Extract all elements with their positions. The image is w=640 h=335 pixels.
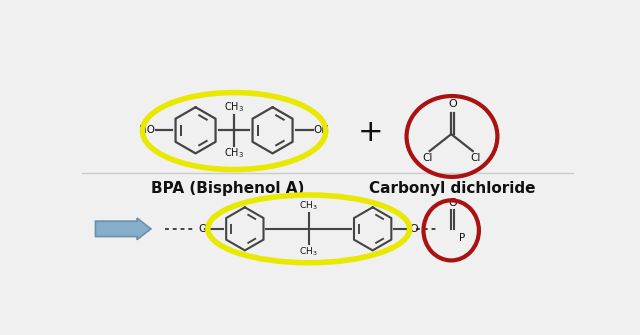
Text: +: + bbox=[358, 118, 383, 147]
Text: O: O bbox=[448, 99, 457, 110]
Text: P: P bbox=[459, 233, 465, 243]
Text: CH$_3$: CH$_3$ bbox=[300, 199, 318, 212]
Text: OH: OH bbox=[314, 125, 330, 135]
Text: CH$_3$: CH$_3$ bbox=[224, 146, 244, 160]
Text: HO: HO bbox=[139, 125, 155, 135]
Text: CH$_3$: CH$_3$ bbox=[224, 100, 244, 114]
Text: BPA (Bisphenol A): BPA (Bisphenol A) bbox=[151, 181, 305, 196]
Text: Cl: Cl bbox=[422, 153, 433, 162]
Text: Carbonyl dichloride: Carbonyl dichloride bbox=[369, 181, 535, 196]
Text: O: O bbox=[410, 224, 419, 234]
Text: O: O bbox=[198, 224, 207, 234]
Text: CH$_3$: CH$_3$ bbox=[300, 246, 318, 258]
Text: Cl: Cl bbox=[470, 153, 480, 162]
FancyArrow shape bbox=[95, 218, 151, 240]
Text: O: O bbox=[448, 198, 457, 208]
